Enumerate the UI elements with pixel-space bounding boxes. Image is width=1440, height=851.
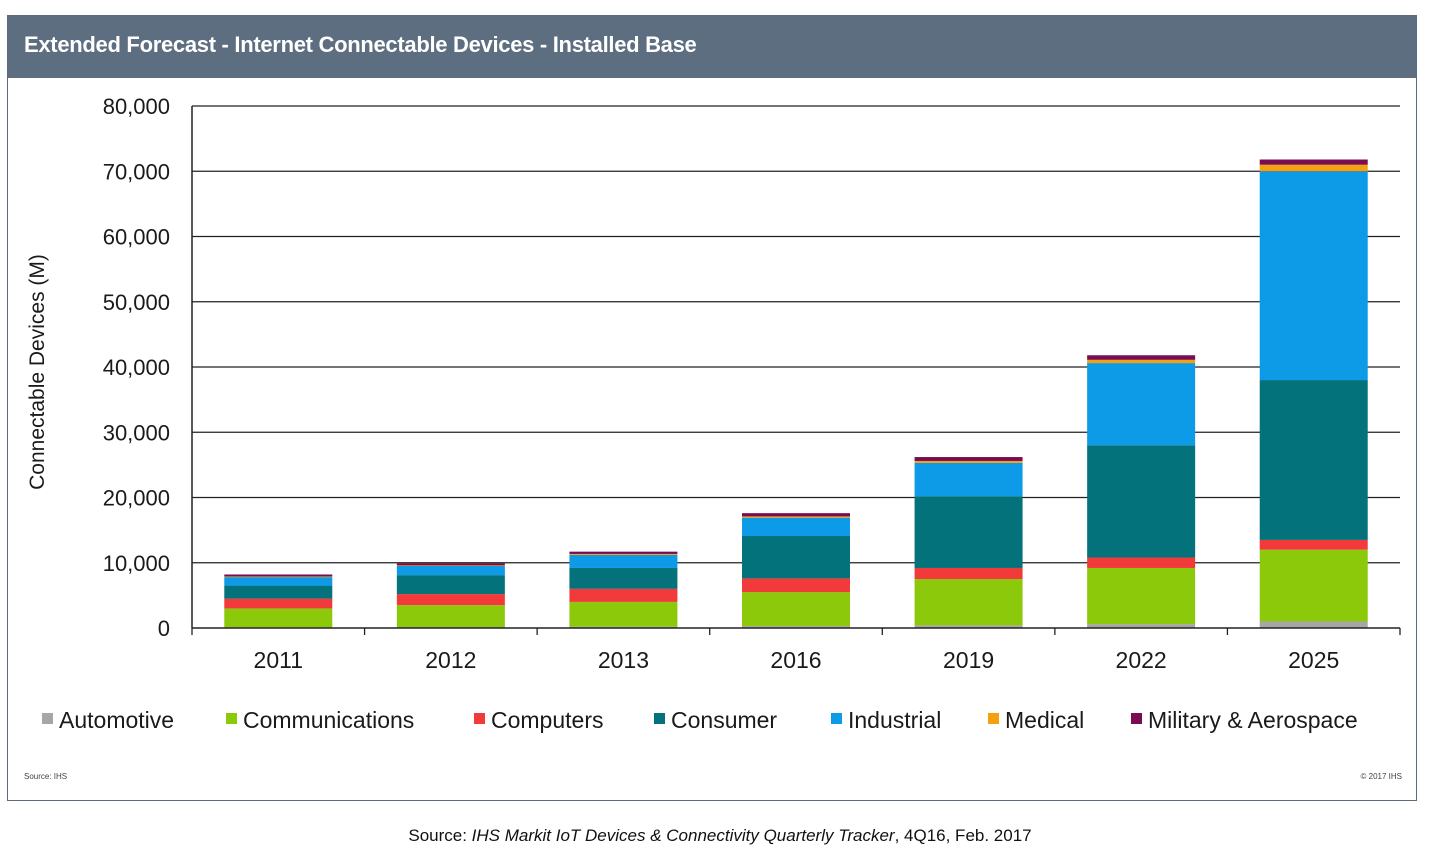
bar-segment <box>1087 355 1196 360</box>
bar-segment <box>224 608 333 628</box>
bar-segment <box>1087 624 1196 628</box>
bar-segment <box>569 601 678 627</box>
bar-segment <box>742 516 850 518</box>
y-tick-label: 40,000 <box>103 355 170 380</box>
bar-segment <box>569 553 678 555</box>
x-tick-label: 2025 <box>1288 647 1339 673</box>
bar-segment <box>569 551 678 554</box>
bar-segment <box>1087 445 1196 558</box>
x-tick-label: 2012 <box>425 647 476 673</box>
bar-segment <box>742 513 850 517</box>
legend-swatch <box>831 713 842 724</box>
y-axis-label: Connectable Devices (M) <box>26 254 49 490</box>
bar-segment <box>1259 159 1368 165</box>
legend-swatch <box>1131 713 1142 724</box>
bar-segment <box>396 563 505 566</box>
bar-segment <box>742 626 850 628</box>
y-tick-label: 20,000 <box>103 486 170 511</box>
bar-segment <box>742 517 850 536</box>
bar-segment <box>569 588 678 602</box>
bar-segment <box>396 566 505 576</box>
legend-label: Medical <box>1005 707 1084 733</box>
bar-segment <box>914 462 1023 497</box>
bar-segment <box>1259 549 1368 622</box>
legend-swatch <box>226 713 237 724</box>
legend-swatch <box>42 713 53 724</box>
bar-segment <box>1087 557 1196 568</box>
y-tick-label: 70,000 <box>103 159 170 184</box>
bar-segment <box>914 579 1023 626</box>
bars <box>224 159 1368 628</box>
bar-segment <box>1087 567 1196 625</box>
footer-source: Source: IHS Markit IoT Devices & Connect… <box>0 826 1440 846</box>
legend-label: Computers <box>491 707 603 733</box>
x-tick-labels: 2011 2012 2013 2016 2019 2022 2025 <box>254 647 1340 673</box>
x-tick-label: 2022 <box>1116 647 1167 673</box>
bar-segment <box>742 592 850 627</box>
bar-segment <box>1259 621 1368 628</box>
y-tick-label: 10,000 <box>103 551 170 576</box>
bar-segment <box>569 567 678 589</box>
bar-segment <box>224 574 333 577</box>
bar-segment <box>914 567 1023 580</box>
chart-header: Extended Forecast - Internet Connectable… <box>8 16 1416 78</box>
bar-segment <box>224 598 333 609</box>
bar-segment <box>396 605 505 628</box>
x-tick-label: 2016 <box>770 647 821 673</box>
x-tick-label: 2019 <box>943 647 994 673</box>
legend-label: Automotive <box>59 707 174 733</box>
bar-segment <box>1259 171 1368 381</box>
chart-title: Extended Forecast - Internet Connectable… <box>24 32 697 57</box>
bar-segment <box>396 565 505 567</box>
legend-label: Communications <box>243 707 414 733</box>
footer-source-prefix: Source: <box>408 826 472 845</box>
footer-source-suffix: , 4Q16, Feb. 2017 <box>894 826 1032 845</box>
legend-swatch <box>474 713 485 724</box>
y-tick-label: 80,000 <box>103 94 170 119</box>
legend-label: Consumer <box>671 707 777 733</box>
legend: Automotive Communications Computers Consume… <box>42 707 1358 733</box>
x-tick-label: 2013 <box>598 647 649 673</box>
bar-segment <box>1087 363 1196 446</box>
bar-segment <box>224 576 333 578</box>
bar-segment <box>914 457 1023 461</box>
bar-segment <box>224 585 333 599</box>
legend-label: Industrial <box>848 707 941 733</box>
source-note: Source: IHS <box>24 772 68 781</box>
bar-segment <box>742 535 850 579</box>
legend-label: Military & Aerospace <box>1148 707 1358 733</box>
y-tick-label: 50,000 <box>103 290 170 315</box>
y-tick-label: 60,000 <box>103 225 170 250</box>
bar-segment <box>396 594 505 606</box>
x-tick-label: 2011 <box>254 647 303 673</box>
bar-segment <box>1259 164 1368 172</box>
bar-segment <box>224 577 333 586</box>
bar-segment <box>742 578 850 593</box>
y-tick-labels: 0 10,000 20,000 30,000 40,000 50,000 60,000 70,… <box>103 94 170 641</box>
legend-swatch <box>988 713 999 724</box>
bar-segment <box>1259 380 1368 540</box>
legend-swatch <box>654 713 665 724</box>
y-tick-label: 30,000 <box>103 420 170 445</box>
y-tick-label: 0 <box>158 616 170 641</box>
bar-segment <box>1259 539 1368 550</box>
copyright-note: © 2017 IHS <box>1360 772 1402 781</box>
bar-segment <box>1087 359 1196 364</box>
footer-source-publication: IHS Markit IoT Devices & Connectivity Qu… <box>471 826 895 845</box>
bar-segment <box>396 575 505 595</box>
gridlines <box>192 105 1400 564</box>
bar-segment <box>569 554 678 568</box>
bar-segment <box>914 496 1023 568</box>
bar-segment <box>914 625 1023 628</box>
axes <box>191 106 1401 635</box>
bar-segment <box>914 460 1023 463</box>
